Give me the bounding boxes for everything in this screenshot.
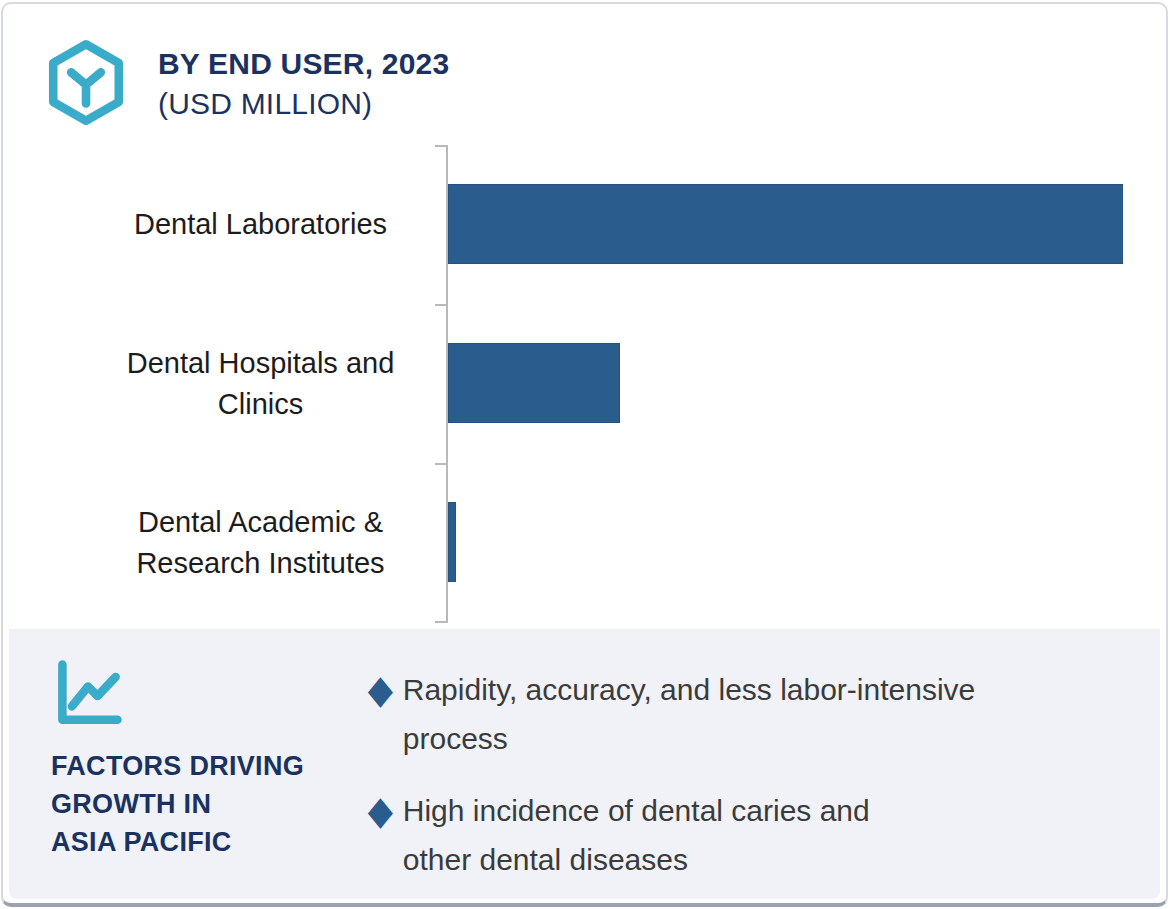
bullet-text-line: other dental diseases [403, 835, 870, 884]
factors-heading-line3: ASIA PACIFIC [51, 823, 304, 861]
bar-fill [448, 343, 620, 423]
factors-heading-line2: GROWTH IN [51, 785, 304, 823]
category-label: Dental Laboratories [88, 145, 433, 304]
bar-row: Dental Academic & Research Institutes [3, 463, 1170, 622]
chart-title-line1: BY END USER, 2023 [158, 44, 449, 84]
bar-fill [448, 502, 456, 582]
bullet-text-line: High incidence of dental caries and [403, 786, 870, 835]
bullet-text-line: Rapidity, accuracy, and less labor-inten… [403, 665, 976, 714]
category-label: Dental Academic & Research Institutes [88, 463, 433, 622]
bar-row: Dental Laboratories [3, 145, 1170, 304]
diamond-bullet-icon: ◆ [368, 665, 393, 714]
bullet-text: Rapidity, accuracy, and less labor-inten… [403, 665, 976, 763]
bullet-text: High incidence of dental caries and othe… [403, 786, 870, 884]
factors-heading-line1: FACTORS DRIVING [51, 747, 304, 785]
infographic-card: BY END USER, 2023 (USD MILLION) Dental L… [1, 2, 1168, 907]
diamond-bullet-icon: ◆ [368, 786, 393, 835]
bar-row: Dental Hospitals and Clinics [3, 304, 1170, 463]
hexagon-cube-icon [47, 39, 125, 126]
factors-heading: FACTORS DRIVING GROWTH IN ASIA PACIFIC [51, 747, 304, 861]
chart-title: BY END USER, 2023 (USD MILLION) [158, 44, 449, 124]
list-item: ◆ Rapidity, accuracy, and less labor-int… [365, 665, 1125, 763]
bar-fill [448, 184, 1123, 264]
category-label: Dental Hospitals and Clinics [88, 304, 433, 463]
factors-bullet-list: ◆ Rapidity, accuracy, and less labor-int… [365, 665, 1125, 907]
bullet-text-line: process [403, 714, 976, 763]
chart-title-line2: (USD MILLION) [158, 84, 449, 124]
line-chart-icon [51, 657, 127, 733]
factors-panel: FACTORS DRIVING GROWTH IN ASIA PACIFIC ◆… [9, 629, 1160, 899]
list-item: ◆ High incidence of dental caries and ot… [365, 786, 1125, 884]
